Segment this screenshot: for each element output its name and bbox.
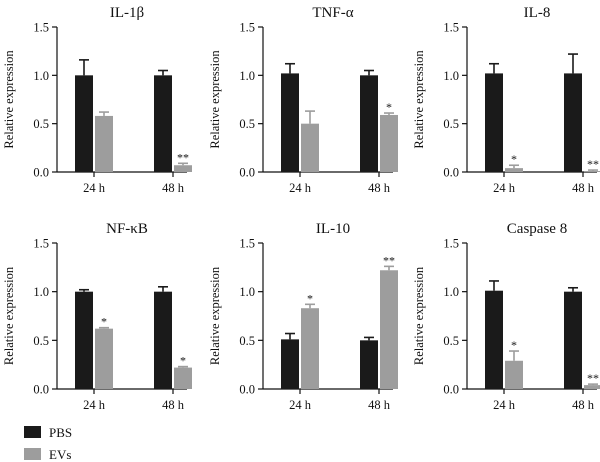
y-axis-label: Relative expression <box>2 50 16 149</box>
panel-title: IL-8 <box>524 5 551 21</box>
bar-evs-0 <box>95 328 113 389</box>
bar-evs-0 <box>301 308 319 389</box>
y-tick-label: 0.5 <box>239 334 255 348</box>
y-tick-label: 1.5 <box>443 237 459 251</box>
x-tick-label: 48 h <box>572 181 595 195</box>
panel-title: IL-10 <box>316 221 350 237</box>
panel-1: IL-1β Relative expression 0.0 0.5 1.0 1.5 24 h… <box>2 5 192 195</box>
bar-pbs-1 <box>564 73 582 172</box>
bar-pbs-1 <box>564 291 582 389</box>
bar-pbs-1 <box>360 340 378 389</box>
x-tick-label: 48 h <box>162 398 185 412</box>
bar-evs-0 <box>95 115 113 172</box>
x-tick-label: 48 h <box>572 398 595 412</box>
y-tick-label: 0.0 <box>239 383 255 397</box>
y-tick-label: 1.0 <box>33 285 49 299</box>
bar-pbs-0 <box>281 339 299 389</box>
panel-title: TNF-α <box>312 5 353 21</box>
y-tick-label: 1.5 <box>239 21 255 35</box>
x-tick-label: 24 h <box>289 398 312 412</box>
bar-evs-1 <box>584 171 600 172</box>
x-tick-label: 24 h <box>493 181 516 195</box>
panel-5: IL-10 Relative expression 0.0 0.5 1.0 1.5 24 h… <box>208 221 398 412</box>
panel-3: IL-8 Relative expression 0.0 0.5 1.0 1.5 24 h *… <box>412 5 600 195</box>
bar-pbs-1 <box>154 291 172 389</box>
y-axis-label: Relative expression <box>2 266 16 365</box>
bar-pbs-1 <box>154 75 172 172</box>
x-tick-label: 48 h <box>162 181 185 195</box>
x-tick-label: 24 h <box>289 181 312 195</box>
legend-swatch-pbs <box>24 426 41 438</box>
y-tick-label: 1.5 <box>33 237 49 251</box>
panel-2: TNF-α Relative expression 0.0 0.5 1.0 1.5 24 h… <box>208 5 398 195</box>
bar-pbs-0 <box>485 290 503 389</box>
significance-marker: * <box>511 152 517 166</box>
significance-marker: ** <box>177 150 189 164</box>
bar-evs-1 <box>584 385 600 389</box>
y-tick-label: 1.0 <box>239 285 255 299</box>
y-tick-label: 0.5 <box>443 334 459 348</box>
y-tick-label: 0.0 <box>239 166 255 180</box>
bar-evs-1 <box>174 165 192 172</box>
bar-evs-1 <box>174 367 192 389</box>
x-tick-label: 48 h <box>368 398 391 412</box>
x-tick-label: 24 h <box>83 398 106 412</box>
y-tick-label: 1.0 <box>443 285 459 299</box>
bar-pbs-0 <box>281 73 299 172</box>
y-tick-label: 0.0 <box>33 166 49 180</box>
panel-6: Caspase 8 Relative expression 0.0 0.5 1.0 1.5… <box>412 221 600 412</box>
y-tick-label: 0.5 <box>239 117 255 131</box>
y-axis-label: Relative expression <box>412 50 426 149</box>
significance-marker: * <box>307 291 313 305</box>
y-tick-label: 1.0 <box>33 69 49 83</box>
y-axis-label: Relative expression <box>208 50 222 149</box>
x-tick-label: 24 h <box>83 181 106 195</box>
panel-title: Caspase 8 <box>507 221 567 237</box>
y-tick-label: 0.5 <box>33 117 49 131</box>
bar-evs-0 <box>505 168 523 172</box>
y-axis-label: Relative expression <box>412 266 426 365</box>
bar-evs-1 <box>380 270 398 389</box>
significance-marker: * <box>386 100 392 114</box>
y-tick-label: 1.5 <box>239 237 255 251</box>
bar-evs-0 <box>505 360 523 389</box>
legend-label-pbs: PBS <box>49 425 72 440</box>
x-tick-label: 24 h <box>493 398 516 412</box>
bar-pbs-0 <box>75 75 93 172</box>
y-tick-label: 1.5 <box>443 21 459 35</box>
y-tick-label: 0.0 <box>443 166 459 180</box>
y-tick-label: 1.0 <box>239 69 255 83</box>
bar-pbs-1 <box>360 75 378 172</box>
y-tick-label: 1.5 <box>33 21 49 35</box>
y-tick-label: 1.0 <box>443 69 459 83</box>
y-tick-label: 0.5 <box>33 334 49 348</box>
significance-marker: * <box>101 315 107 329</box>
bar-evs-1 <box>380 114 398 172</box>
y-axis-label: Relative expression <box>208 266 222 365</box>
legend-label-evs: EVs <box>49 447 71 462</box>
panel-title: IL-1β <box>110 5 144 21</box>
significance-marker: * <box>511 338 517 352</box>
significance-marker: * <box>180 354 186 368</box>
y-tick-label: 0.0 <box>443 383 459 397</box>
y-tick-label: 0.0 <box>33 383 49 397</box>
significance-marker: ** <box>587 371 599 385</box>
significance-marker: ** <box>587 157 599 171</box>
panel-4: NF-κB Relative expression 0.0 0.5 1.0 1.5 24 h… <box>2 221 192 412</box>
bar-evs-0 <box>301 123 319 172</box>
bar-pbs-0 <box>75 291 93 389</box>
panel-title: NF-κB <box>106 221 148 237</box>
legend-swatch-evs <box>24 448 41 460</box>
bar-pbs-0 <box>485 73 503 172</box>
y-tick-label: 0.5 <box>443 117 459 131</box>
legend: PBS EVs <box>24 425 72 462</box>
significance-marker: ** <box>383 253 395 267</box>
x-tick-label: 48 h <box>368 181 391 195</box>
